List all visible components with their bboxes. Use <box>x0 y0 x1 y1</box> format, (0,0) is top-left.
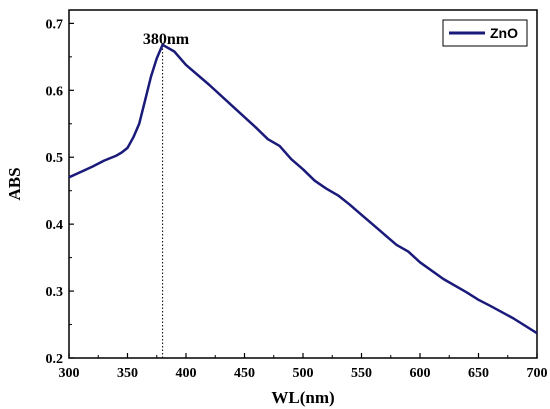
series-layer <box>68 43 538 335</box>
x-tick-label-350: 350 <box>117 366 138 381</box>
y-tick-label-0.4: 0.4 <box>46 218 64 233</box>
x-tick-label-400: 400 <box>176 366 197 381</box>
y-tick-label-0.7: 0.7 <box>46 17 64 32</box>
x-axis-ticks: 300 350 400 450 500 550 600 650 700 <box>59 353 548 381</box>
x-tick-label-650: 650 <box>468 366 489 381</box>
legend: ZnO <box>442 19 528 47</box>
peak-annotation: 380nm <box>143 31 190 48</box>
x-axis-title: WL(nm) <box>271 388 334 407</box>
y-axis-ticks: 0.2 0.3 0.4 0.5 0.6 0.7 <box>46 17 74 367</box>
x-tick-label-700: 700 <box>527 366 548 381</box>
y-tick-label-0.2: 0.2 <box>46 352 64 367</box>
x-tick-label-300: 300 <box>59 366 80 381</box>
series-line-zno <box>68 43 538 335</box>
y-tick-label-0.6: 0.6 <box>46 84 64 99</box>
y-tick-label-0.3: 0.3 <box>46 285 64 300</box>
x-tick-label-600: 600 <box>410 366 431 381</box>
x-tick-label-450: 450 <box>234 366 255 381</box>
x-tick-label-500: 500 <box>293 366 314 381</box>
x-tick-label-550: 550 <box>351 366 372 381</box>
legend-label-zno: ZnO <box>490 25 518 41</box>
y-axis-title: ABS <box>5 167 24 200</box>
plot-frame <box>68 9 538 359</box>
y-tick-label-0.5: 0.5 <box>46 151 64 166</box>
